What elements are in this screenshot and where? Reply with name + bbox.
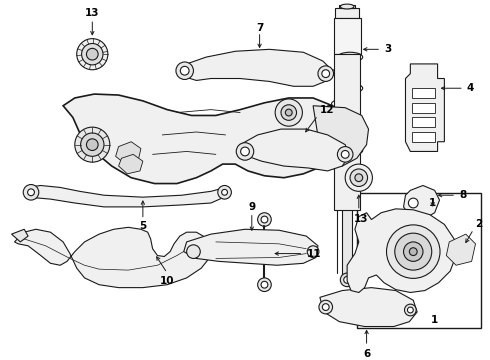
Ellipse shape <box>387 225 440 278</box>
Ellipse shape <box>355 174 363 181</box>
Polygon shape <box>412 132 435 142</box>
Ellipse shape <box>404 242 423 261</box>
Polygon shape <box>119 154 143 174</box>
Ellipse shape <box>180 66 189 75</box>
Ellipse shape <box>258 278 271 292</box>
Ellipse shape <box>27 189 34 196</box>
Ellipse shape <box>342 150 349 158</box>
Polygon shape <box>412 117 435 127</box>
Polygon shape <box>347 209 456 292</box>
Text: 3: 3 <box>384 44 392 54</box>
Ellipse shape <box>261 281 268 288</box>
Ellipse shape <box>81 133 104 156</box>
Text: 1: 1 <box>429 198 436 208</box>
Text: 4: 4 <box>467 83 474 93</box>
Polygon shape <box>12 229 28 242</box>
Ellipse shape <box>395 233 432 270</box>
Ellipse shape <box>405 304 416 316</box>
Ellipse shape <box>322 304 329 310</box>
Ellipse shape <box>285 109 292 116</box>
Ellipse shape <box>319 300 333 314</box>
Ellipse shape <box>409 248 417 256</box>
Polygon shape <box>116 142 141 164</box>
Polygon shape <box>412 103 435 113</box>
Ellipse shape <box>322 70 330 77</box>
Polygon shape <box>15 227 211 288</box>
Polygon shape <box>334 18 361 54</box>
Ellipse shape <box>218 185 231 199</box>
Bar <box>357 193 481 328</box>
Ellipse shape <box>341 273 354 287</box>
Ellipse shape <box>236 143 254 160</box>
Text: 6: 6 <box>363 349 370 359</box>
Polygon shape <box>63 94 347 184</box>
Polygon shape <box>26 185 228 207</box>
Text: 5: 5 <box>139 221 147 231</box>
Ellipse shape <box>338 147 353 162</box>
Ellipse shape <box>341 4 354 9</box>
Ellipse shape <box>176 62 194 80</box>
Ellipse shape <box>86 139 98 150</box>
Ellipse shape <box>86 48 98 60</box>
Polygon shape <box>446 234 475 265</box>
Ellipse shape <box>77 39 108 70</box>
Ellipse shape <box>343 276 350 283</box>
Polygon shape <box>404 185 440 220</box>
Polygon shape <box>238 129 349 171</box>
Ellipse shape <box>82 44 103 65</box>
Polygon shape <box>335 54 360 210</box>
Ellipse shape <box>275 99 302 126</box>
Text: 13: 13 <box>353 213 368 224</box>
Ellipse shape <box>241 147 249 156</box>
Ellipse shape <box>23 185 39 200</box>
Polygon shape <box>340 5 355 9</box>
Ellipse shape <box>407 307 413 313</box>
Text: 2: 2 <box>475 219 483 229</box>
Polygon shape <box>406 64 444 152</box>
Polygon shape <box>342 195 352 278</box>
Ellipse shape <box>261 216 268 223</box>
Polygon shape <box>336 9 359 18</box>
Ellipse shape <box>345 164 372 191</box>
Text: 10: 10 <box>160 276 174 286</box>
Ellipse shape <box>408 198 418 208</box>
Ellipse shape <box>258 213 271 226</box>
Ellipse shape <box>350 169 368 186</box>
Polygon shape <box>320 288 417 327</box>
Polygon shape <box>313 106 368 166</box>
Ellipse shape <box>318 66 334 81</box>
Ellipse shape <box>307 246 319 257</box>
Text: 1: 1 <box>431 315 438 325</box>
Ellipse shape <box>75 127 110 162</box>
Text: 11: 11 <box>307 249 322 258</box>
Text: 12: 12 <box>320 105 334 114</box>
Ellipse shape <box>281 105 296 120</box>
Text: 8: 8 <box>459 190 466 200</box>
Polygon shape <box>184 229 318 265</box>
Text: 7: 7 <box>256 23 263 33</box>
Polygon shape <box>412 88 435 98</box>
Polygon shape <box>180 49 333 86</box>
Ellipse shape <box>187 245 200 258</box>
Text: 9: 9 <box>248 202 255 212</box>
Text: 13: 13 <box>85 8 99 18</box>
Ellipse shape <box>221 189 227 195</box>
